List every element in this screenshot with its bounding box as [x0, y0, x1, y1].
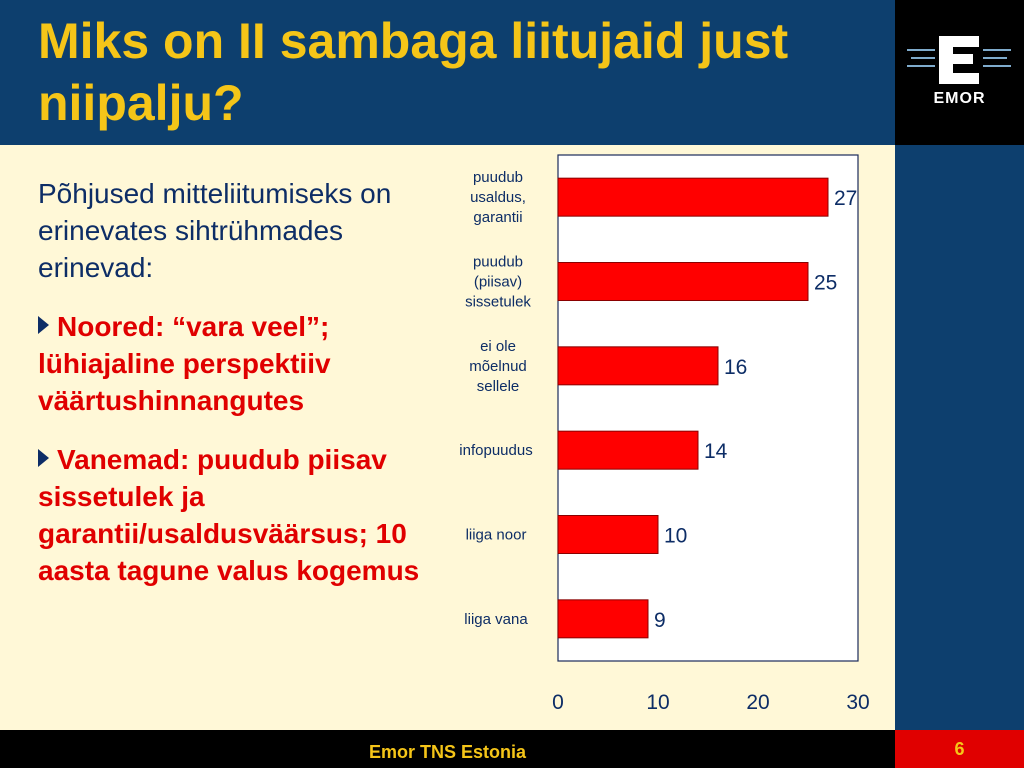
data-label: 14	[704, 440, 728, 463]
data-label: 25	[814, 272, 837, 295]
footer: Emor TNS Estonia	[0, 730, 895, 768]
page-number-box: 6	[895, 730, 1024, 768]
x-tick-label: 20	[746, 691, 769, 714]
x-tick-label: 10	[646, 691, 669, 714]
bullet-arrow-icon	[38, 316, 49, 334]
slide-title: Miks on II sambaga liitujaid just niipal…	[38, 13, 789, 131]
intro-text-value: Põhjused mitteliitumiseks on erinevates …	[38, 178, 392, 283]
category-label: puudub	[473, 254, 523, 271]
emor-logo: EMOR	[895, 0, 1024, 145]
category-label: garantii	[473, 209, 522, 226]
data-label: 16	[724, 356, 747, 379]
bullet-youth: Noored: “vara veel”; lühiajaline perspek…	[38, 308, 448, 419]
bar	[557, 430, 699, 470]
x-tick-label: 30	[846, 691, 869, 714]
data-label: 27	[834, 187, 857, 210]
bar	[557, 346, 719, 386]
bullet-elderly-text: Vanemad: puudub piisav sissetulek ja gar…	[38, 444, 420, 586]
category-label: liiga vana	[464, 611, 528, 628]
bar	[557, 177, 829, 217]
data-label: 9	[654, 609, 666, 632]
bullet-arrow-icon	[38, 449, 49, 467]
bar	[557, 599, 649, 639]
reasons-bar-chart: 27 puudub usaldus, garantii 25 puudub (piisav)…	[459, 154, 870, 714]
bullet-youth-text: Noored: “vara veel”; lühiajaline perspek…	[38, 311, 331, 416]
right-strip	[895, 145, 1024, 730]
slide-content: Põhjused mitteliitumiseks on erinevates …	[0, 145, 895, 730]
logo-text: EMOR	[933, 90, 986, 107]
category-label: usaldus,	[470, 189, 526, 206]
category-label: mõelnud	[469, 358, 527, 375]
logo-e-icon	[907, 36, 1011, 84]
x-tick-label: 0	[552, 691, 564, 714]
page-number: 6	[954, 739, 965, 759]
plot-area	[557, 154, 859, 662]
category-label: sellele	[477, 378, 520, 395]
category-label: (piisav)	[474, 274, 522, 291]
left-text-column: Põhjused mitteliitumiseks on erinevates …	[38, 175, 448, 611]
bullet-elderly: Vanemad: puudub piisav sissetulek ja gar…	[38, 441, 448, 589]
category-label: sissetulek	[465, 294, 531, 311]
intro-text: Põhjused mitteliitumiseks on erinevates …	[38, 175, 448, 286]
category-label: liiga noor	[466, 527, 527, 544]
bar	[557, 262, 809, 301]
bar	[557, 515, 659, 554]
footer-text: Emor TNS Estonia	[368, 742, 527, 762]
category-label: puudub	[473, 169, 523, 186]
category-label: ei ole	[480, 338, 516, 355]
title-band: Miks on II sambaga liitujaid just niipal…	[0, 0, 895, 145]
data-label: 10	[664, 525, 687, 548]
category-label: infopuudus	[459, 442, 532, 459]
